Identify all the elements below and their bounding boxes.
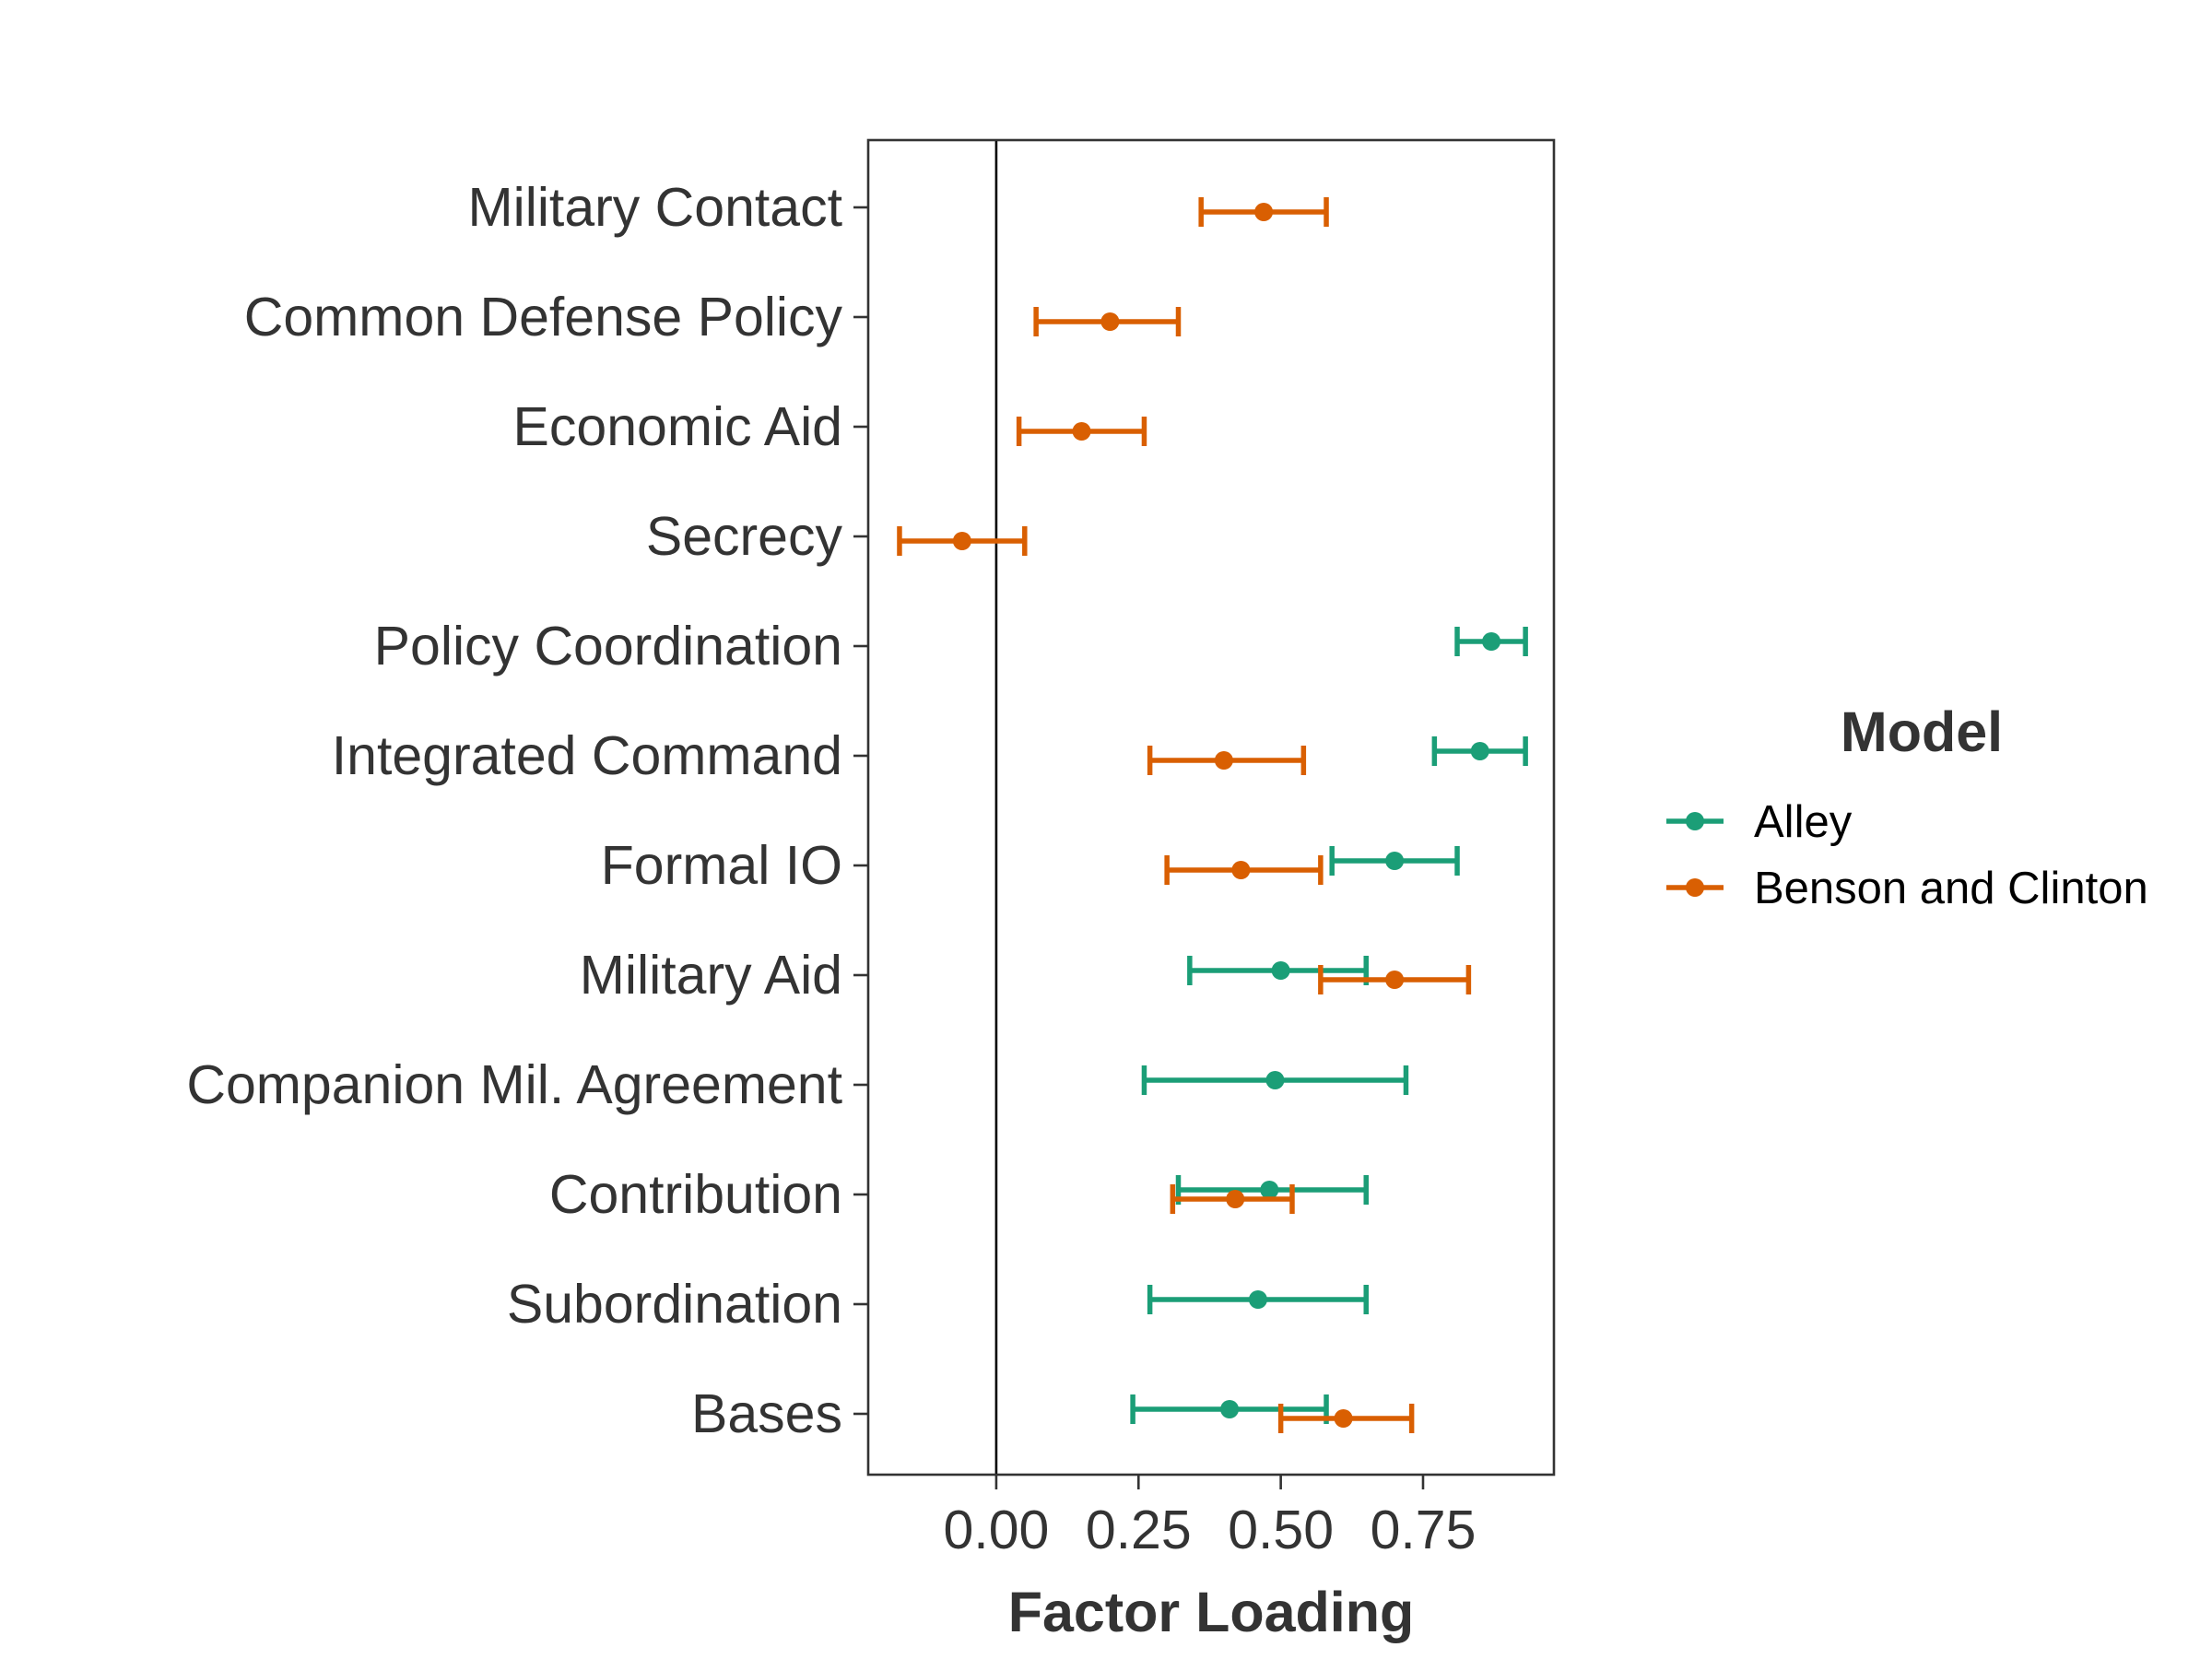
- point-benson-and-clinton-integrated-command: [1214, 751, 1233, 770]
- point-benson-and-clinton-contribution: [1226, 1190, 1245, 1208]
- point-benson-and-clinton-economic-aid: [1072, 422, 1091, 441]
- legend-key-point: [1686, 878, 1704, 897]
- legend: Model Alley Benson and Clinton: [1666, 700, 2148, 913]
- legend-title: Model: [1841, 700, 2003, 763]
- point-alley-military-aid: [1271, 961, 1290, 980]
- y-tick-label-policy-coordination: Policy Coordination: [374, 616, 842, 677]
- y-tick-label-bases: Bases: [691, 1383, 842, 1444]
- x-tick-label: 0.00: [943, 1500, 1049, 1560]
- point-benson-and-clinton-formal-io: [1231, 861, 1251, 879]
- legend-label: Alley: [1754, 797, 1853, 847]
- legend-items: Alley Benson and Clinton: [1666, 797, 2148, 913]
- series-benson-and-clinton: [897, 197, 1472, 1433]
- x-tick-label: 0.50: [1228, 1500, 1334, 1560]
- point-benson-and-clinton-bases: [1334, 1409, 1353, 1428]
- point-alley-formal-io: [1385, 852, 1405, 870]
- x-axis-title: Factor Loading: [1008, 1581, 1415, 1643]
- y-tick-label-military-aid: Military Aid: [580, 945, 842, 1006]
- series-alley: [1130, 627, 1528, 1424]
- legend-item-benson-and-clinton: Benson and Clinton: [1666, 864, 2148, 913]
- y-tick-label-companion-mil-agreement: Companion Mil. Agreement: [186, 1054, 842, 1115]
- y-tick-label-formal-io: Formal IO: [601, 835, 842, 896]
- legend-key-point: [1686, 812, 1704, 830]
- point-alley-companion-mil-agreement: [1265, 1071, 1285, 1089]
- axes-layer: Military Contact Common Defense Policy Eco…: [186, 177, 1476, 1560]
- point-benson-and-clinton-military-aid: [1385, 971, 1405, 989]
- legend-item-alley: Alley: [1666, 797, 1853, 847]
- x-tick-label: 0.75: [1371, 1500, 1477, 1560]
- y-tick-label-military-contact: Military Contact: [467, 177, 842, 238]
- point-alley-subordination: [1248, 1290, 1267, 1309]
- point-alley-bases: [1220, 1400, 1240, 1418]
- point-alley-integrated-command: [1470, 742, 1489, 760]
- point-benson-and-clinton-military-contact: [1254, 203, 1274, 221]
- y-tick-label-secrecy: Secrecy: [646, 506, 843, 567]
- point-alley-contribution: [1260, 1181, 1279, 1199]
- data-marks-layer: [897, 197, 1528, 1433]
- y-tick-label-contribution: Contribution: [549, 1164, 842, 1225]
- y-tick-label-common-defense-policy: Common Defense Policy: [244, 287, 843, 347]
- point-alley-policy-coordination: [1482, 632, 1501, 651]
- plot-panel-border: [866, 138, 1556, 1477]
- point-benson-and-clinton-secrecy: [952, 532, 971, 550]
- y-tick-label-subordination: Subordination: [507, 1274, 842, 1335]
- legend-label: Benson and Clinton: [1754, 864, 2148, 913]
- y-tick-label-integrated-command: Integrated Command: [332, 725, 842, 786]
- y-tick-label-economic-aid: Economic Aid: [513, 396, 842, 457]
- point-benson-and-clinton-common-defense-policy: [1100, 312, 1120, 331]
- x-tick-label: 0.25: [1086, 1500, 1192, 1560]
